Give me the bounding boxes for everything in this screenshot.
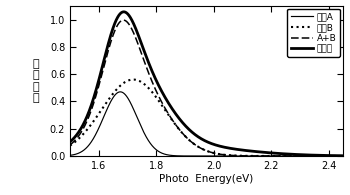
- 峰値B: [97, 112, 102, 114]
- Line: 峰値B: 峰値B: [64, 80, 350, 156]
- 測試値: [122, 11, 126, 13]
- A+B: [116, 24, 120, 26]
- 峰値A: [330, 155, 335, 157]
- Line: A+B: A+B: [64, 20, 350, 156]
- 峰値A: [97, 126, 102, 128]
- 峰値A: [194, 155, 198, 157]
- A+B: [62, 148, 66, 150]
- 峰値B: [62, 148, 66, 150]
- 測試値: [116, 16, 120, 19]
- A+B: [180, 132, 184, 134]
- 峰値B: [131, 78, 135, 81]
- 峰値A: [180, 155, 184, 157]
- 測試値: [194, 134, 198, 136]
- 峰値B: [194, 144, 198, 146]
- 測試値: [97, 77, 102, 79]
- 測試値: [62, 145, 66, 147]
- Line: 峰値A: 峰値A: [64, 92, 350, 156]
- 峰値B: [330, 155, 335, 157]
- A+B: [97, 83, 102, 85]
- 峰値A: [118, 91, 122, 93]
- Line: 測試値: 測試値: [64, 12, 350, 156]
- A+B: [330, 155, 335, 157]
- Y-axis label: 發
光
強
度: 發 光 強 度: [33, 58, 39, 103]
- X-axis label: Photo  Energy(eV): Photo Energy(eV): [159, 174, 254, 184]
- A+B: [194, 144, 198, 146]
- 峰値A: [116, 91, 120, 94]
- A+B: [121, 19, 126, 21]
- 峰値B: [180, 132, 184, 134]
- Legend: 峰値A, 峰値B, A+B, 測試値: 峰値A, 峰値B, A+B, 測試値: [287, 9, 340, 57]
- 峰値A: [62, 155, 66, 157]
- 峰値B: [116, 87, 120, 90]
- 測試値: [180, 121, 184, 123]
- 測試値: [330, 154, 335, 157]
